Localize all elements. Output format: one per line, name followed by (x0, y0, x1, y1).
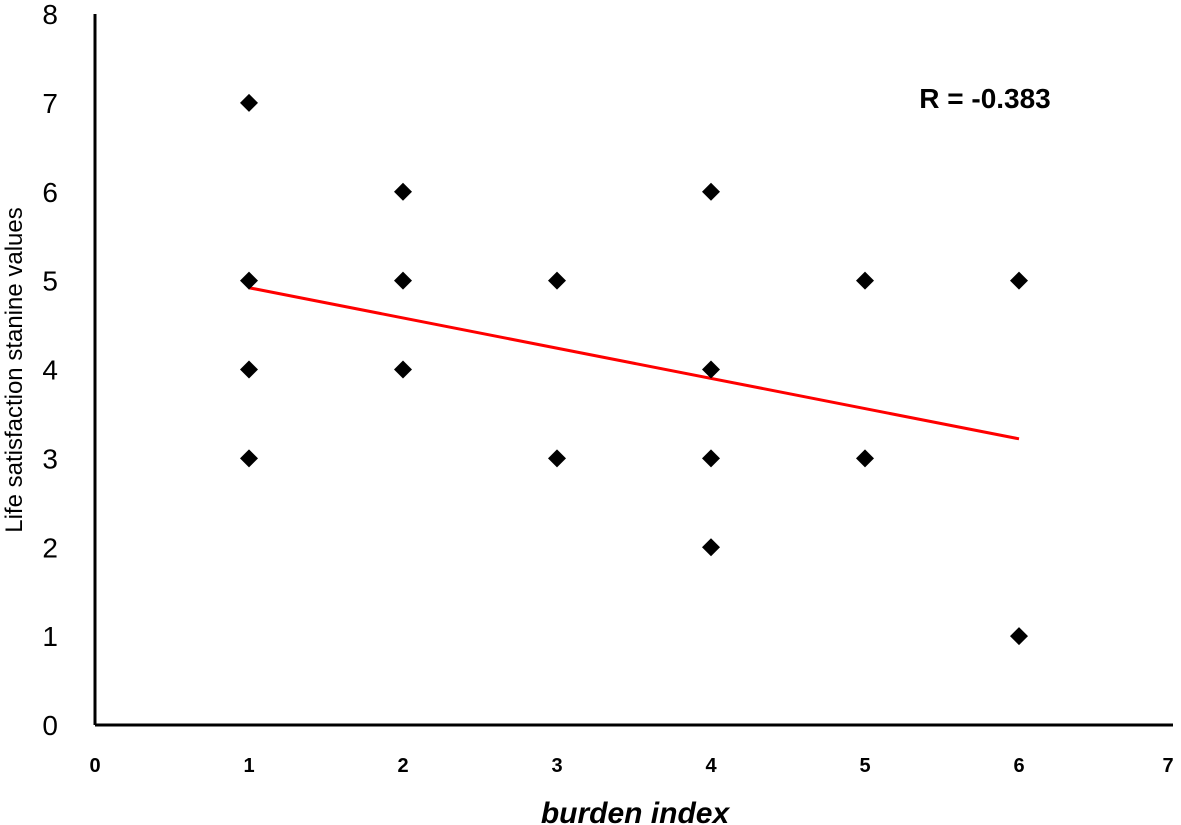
data-point (394, 360, 412, 379)
x-tick-label: 0 (89, 755, 100, 777)
x-tick-label: 1 (243, 755, 254, 777)
y-tick-label: 1 (42, 621, 58, 652)
x-tick-label: 5 (859, 755, 870, 777)
y-tick-label: 8 (42, 0, 58, 30)
data-points (240, 93, 1028, 646)
x-tick-label: 7 (1162, 755, 1173, 777)
y-tick-label: 4 (42, 355, 58, 386)
y-tick-label: 2 (42, 532, 58, 563)
x-axis-title: burden index (541, 797, 731, 825)
x-tick-labels: 0 1 2 3 4 5 6 7 (89, 755, 1173, 777)
data-point (702, 360, 720, 379)
y-tick-label: 0 (42, 710, 58, 741)
data-point (240, 360, 258, 379)
data-point (702, 449, 720, 468)
y-axis-title: Life satisfaction stanine values (1, 207, 28, 533)
data-point (240, 271, 258, 290)
data-point (856, 449, 874, 468)
x-tick-label: 6 (1013, 755, 1024, 777)
data-point (240, 93, 258, 112)
y-tick-label: 5 (42, 266, 58, 297)
data-point (1010, 271, 1028, 290)
trendline (248, 286, 1020, 441)
x-tick-label: 3 (551, 755, 562, 777)
y-tick-labels: 0 1 2 3 4 5 6 7 8 (42, 0, 58, 741)
y-tick-label: 7 (42, 88, 58, 119)
correlation-annotation: R = -0.383 (919, 83, 1051, 114)
y-tick-label: 6 (42, 177, 58, 208)
data-point (856, 271, 874, 290)
data-point (702, 538, 720, 557)
data-point (394, 182, 412, 201)
data-point (702, 182, 720, 201)
data-point (394, 271, 412, 290)
data-point (1010, 627, 1028, 646)
data-point (548, 449, 566, 468)
data-point (548, 271, 566, 290)
data-point (240, 449, 258, 468)
x-tick-label: 4 (705, 755, 717, 777)
x-tick-label: 2 (397, 755, 408, 777)
y-tick-label: 3 (42, 443, 58, 474)
